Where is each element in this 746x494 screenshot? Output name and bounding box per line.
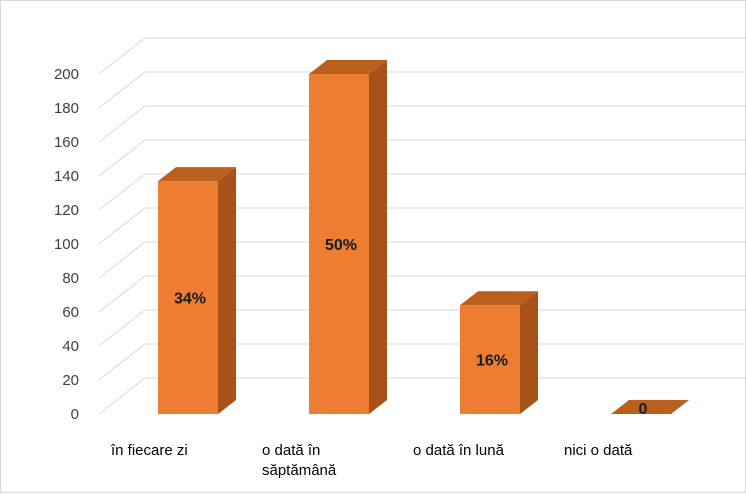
x-category-label: o dată în lună	[413, 442, 505, 459]
y-tick-label: 20	[62, 372, 79, 389]
y-tick-label: 0	[71, 406, 79, 423]
y-tick-label: 80	[62, 270, 79, 287]
y-tick-label: 120	[54, 202, 79, 219]
y-tick-label: 60	[62, 304, 79, 321]
x-axis: în fiecare zi o dată în săptămână o dată în…	[110, 442, 633, 479]
y-tick-label: 160	[54, 134, 79, 151]
x-category-label: în fiecare zi	[110, 442, 188, 459]
data-label: 34%	[174, 291, 206, 308]
bar-side	[218, 167, 236, 414]
y-tick-label: 140	[54, 168, 79, 185]
data-label: 16%	[476, 353, 508, 370]
bar-side	[369, 60, 387, 414]
y-tick-label: 200	[54, 66, 79, 83]
bar-3	[611, 400, 689, 414]
gridline-160	[99, 106, 745, 142]
data-label: 0	[639, 401, 648, 418]
gridline-200	[99, 38, 745, 74]
y-tick-label: 40	[62, 338, 79, 355]
data-label: 50%	[325, 237, 357, 254]
y-tick-label: 100	[54, 236, 79, 253]
bar-top	[611, 400, 689, 414]
x-category-label: săptămână	[262, 462, 337, 479]
bars	[158, 60, 689, 414]
data-labels: 34% 50% 16% 0	[174, 237, 648, 418]
x-category-label: nici o dată	[564, 442, 633, 459]
gridline-180	[99, 72, 745, 108]
y-axis: 0 20 40 60 80 100 120 140 160 180 200	[54, 66, 79, 423]
y-tick-label: 180	[54, 100, 79, 117]
x-category-label: o dată în	[262, 442, 320, 459]
bar-side	[520, 291, 538, 414]
